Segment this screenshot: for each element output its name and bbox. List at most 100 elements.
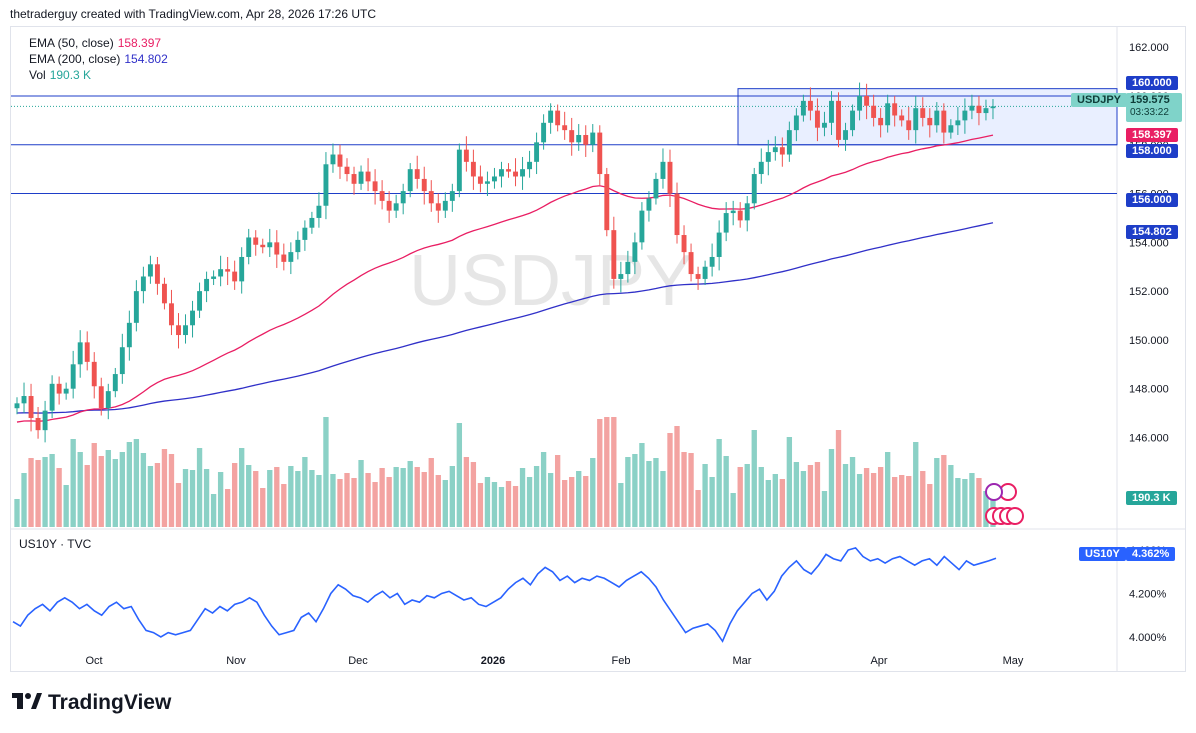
candle-body: [372, 181, 378, 192]
candle-body: [428, 191, 434, 204]
volume-bar: [751, 430, 757, 527]
candle-body: [267, 242, 273, 248]
candle-body: [365, 171, 371, 182]
volume-bar: [505, 481, 512, 527]
x-tick-label: Nov: [226, 655, 246, 667]
candle-body: [42, 410, 48, 431]
tradingview-logo[interactable]: TradingView: [12, 690, 171, 716]
volume-bar: [723, 456, 729, 527]
volume-bar: [463, 457, 470, 527]
volume-bar: [477, 483, 484, 527]
candle-body: [421, 178, 427, 192]
candle-body: [976, 105, 982, 114]
candle-body: [513, 171, 518, 177]
candle-body: [800, 100, 806, 116]
volume-bar: [807, 465, 814, 527]
volume-bar: [660, 471, 666, 527]
volume-bar: [386, 477, 392, 527]
candle-body: [758, 161, 764, 175]
volume-bar: [414, 467, 420, 527]
candle-body: [190, 310, 195, 326]
candle-body: [520, 169, 526, 177]
candle-body: [681, 235, 687, 253]
volume-bar: [842, 464, 849, 527]
candle-body: [35, 417, 41, 431]
volume-bar: [421, 472, 427, 527]
candle-body: [730, 210, 736, 214]
candle-body: [28, 396, 34, 418]
volume-bar: [877, 467, 884, 527]
candle-body: [527, 161, 533, 170]
candle-body: [183, 325, 188, 336]
last-price: 159.575: [1130, 94, 1170, 106]
legend-ema200-value: 154.802: [124, 52, 168, 66]
candle-body: [499, 169, 504, 177]
candle-body: [723, 213, 729, 233]
volume-bar: [154, 463, 161, 527]
volume-bar: [210, 494, 217, 527]
volume-bar: [772, 474, 778, 527]
volume-bar: [309, 470, 315, 527]
candle-body: [934, 110, 940, 126]
volume-bar: [456, 423, 463, 527]
legend-ema50[interactable]: EMA (50, close) 158.397: [29, 36, 161, 50]
candle-body: [913, 108, 919, 131]
volume-bar: [112, 459, 118, 527]
candle-body: [133, 291, 139, 323]
candle-body: [920, 108, 926, 118]
candle-body: [91, 361, 97, 387]
volume-bar: [323, 417, 329, 527]
volume-bar: [688, 453, 694, 527]
candle-body: [337, 154, 343, 167]
volume-bar: [470, 462, 477, 527]
candle-body: [169, 303, 174, 326]
candle-body: [716, 232, 722, 257]
candle-body: [829, 100, 834, 123]
volume-bar: [716, 439, 722, 527]
candle-body: [281, 254, 287, 262]
volume-bar: [653, 458, 659, 527]
candle-body: [463, 149, 469, 162]
candle-body: [288, 252, 294, 262]
candle-body: [927, 117, 933, 126]
candle-body: [470, 161, 476, 177]
candle-body: [211, 276, 217, 279]
volume-bar: [91, 443, 97, 527]
legend-volume-value: 190.3 K: [49, 68, 92, 82]
ema200-line: [16, 222, 994, 414]
legend-volume[interactable]: Vol 190.3 K: [29, 68, 91, 82]
candle-body: [737, 210, 743, 221]
candle-body: [639, 210, 645, 243]
candle-body: [14, 403, 20, 409]
volume-bar: [814, 462, 821, 527]
chart-canvas[interactable]: USDJPY 162.000 160.000 158.000 156.000 154.00…: [11, 27, 1185, 671]
ema50-tag: 158.397: [1126, 128, 1178, 142]
volume-bar: [779, 479, 786, 527]
candle-body: [962, 110, 968, 121]
candle-body: [386, 200, 392, 211]
chart-frame[interactable]: USDJPY 162.000 160.000 158.000 156.000 154.00…: [10, 26, 1186, 672]
volume-bar: [351, 478, 357, 527]
candle-body: [295, 239, 301, 253]
candle-body: [871, 105, 877, 118]
us10y-y-tick-label: 4.000%: [1129, 632, 1167, 644]
legend-volume-label: Vol: [29, 68, 46, 82]
candle-body: [442, 200, 448, 211]
volume-bar: [800, 471, 807, 527]
candle-body: [534, 142, 540, 162]
volume-bar: [681, 452, 687, 527]
tradingview-brand: TradingView: [48, 691, 172, 714]
candle-body: [625, 261, 631, 275]
volume-bar: [330, 474, 336, 527]
volume-bar: [674, 426, 680, 527]
candle-body: [674, 193, 680, 236]
candle-body: [576, 135, 582, 143]
volume-bar: [295, 471, 301, 527]
legend-ema50-label: EMA (50, close): [29, 36, 114, 50]
candle-body: [316, 205, 322, 218]
candle-body: [400, 191, 406, 204]
volume-bar: [372, 482, 378, 527]
volume-bar: [821, 491, 828, 527]
legend-ema200[interactable]: EMA (200, close) 154.802: [29, 52, 168, 66]
candle-body: [843, 130, 848, 140]
